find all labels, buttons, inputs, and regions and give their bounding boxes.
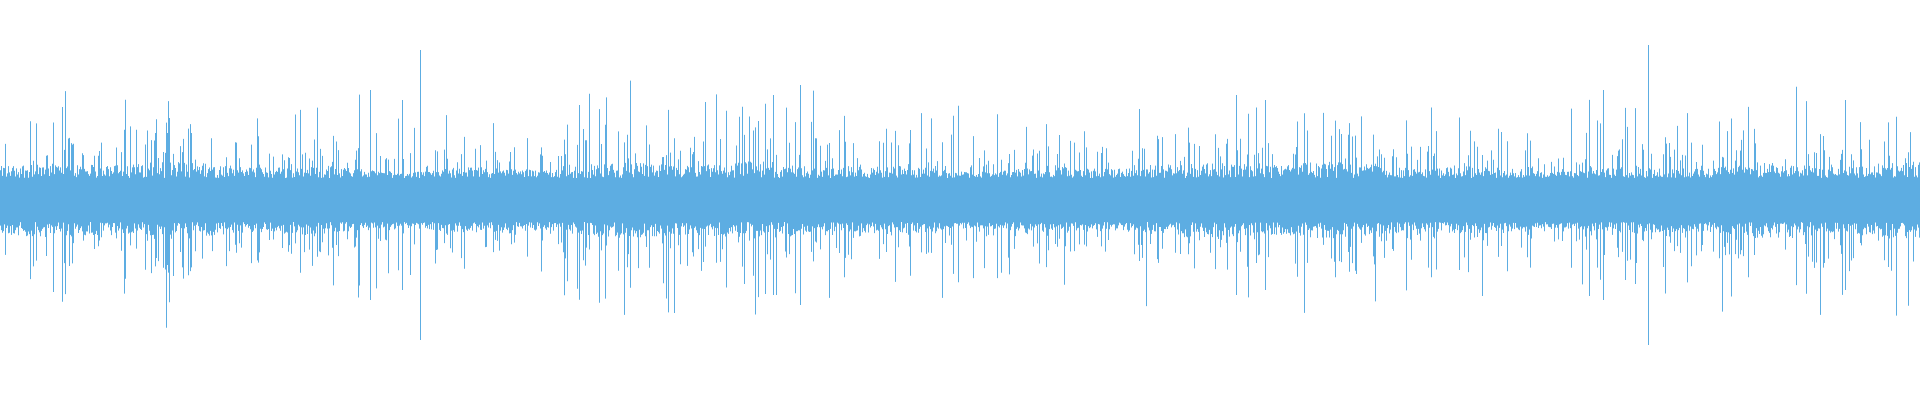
- waveform[interactable]: [0, 0, 1920, 400]
- waveform-view[interactable]: [0, 0, 1920, 400]
